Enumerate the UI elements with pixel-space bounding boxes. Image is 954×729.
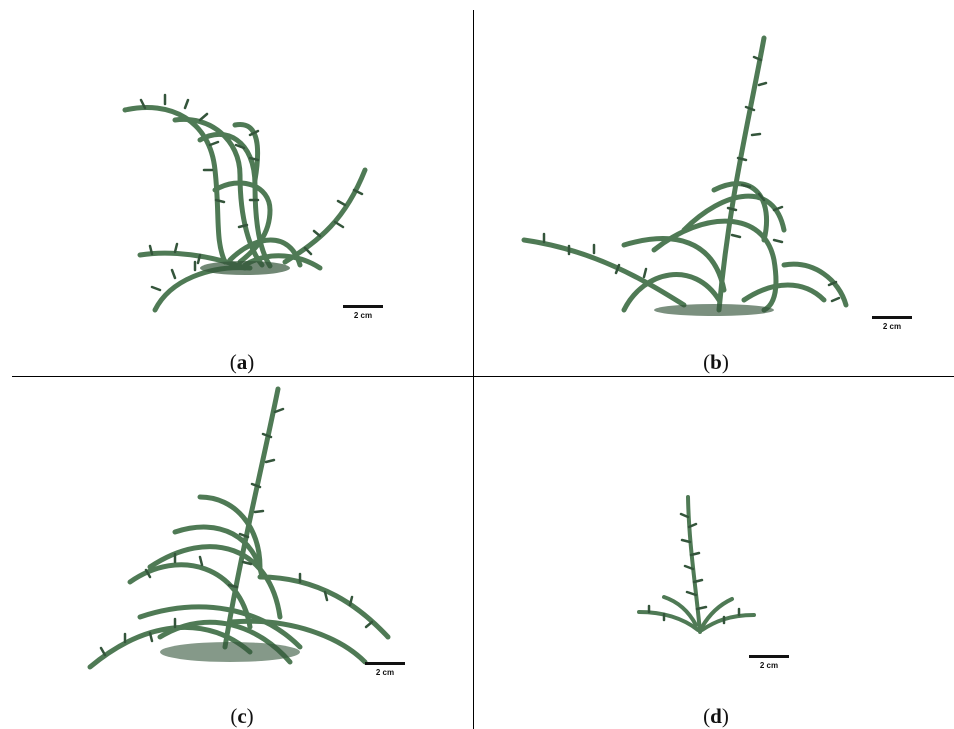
panel-c: 2 cm (c)	[0, 377, 473, 729]
scale-bar-label: 2 cm	[353, 311, 373, 320]
vertical-divider	[473, 10, 474, 729]
scale-bar-line	[872, 316, 912, 319]
plant-d-photo	[637, 495, 756, 634]
plant-b-photo	[521, 35, 849, 316]
plant-c-photo	[87, 386, 391, 670]
scale-bar-a: 2 cm	[343, 305, 383, 320]
plant-a-photo	[122, 93, 368, 313]
panel-a: 2 cm (a)	[0, 0, 473, 376]
scale-bar-label: 2 cm	[882, 322, 902, 331]
scale-bar-line	[749, 655, 789, 658]
horizontal-divider	[12, 376, 954, 377]
scale-bar-label: 2 cm	[759, 661, 779, 670]
scale-bar-c: 2 cm	[365, 662, 405, 677]
panel-caption-a: (a)	[229, 350, 255, 374]
panel-caption-d: (d)	[703, 704, 729, 728]
scale-bar-line	[365, 662, 405, 665]
panel-caption-b: (b)	[703, 350, 729, 374]
panel-d: 2 cm (d)	[474, 377, 954, 729]
scale-bar-d: 2 cm	[749, 655, 789, 670]
panel-b: 2 cm (b)	[474, 0, 954, 376]
scale-bar-label: 2 cm	[375, 668, 395, 677]
scale-bar-line	[343, 305, 383, 308]
panel-caption-c: (c)	[230, 704, 254, 728]
scale-bar-b: 2 cm	[872, 316, 912, 331]
